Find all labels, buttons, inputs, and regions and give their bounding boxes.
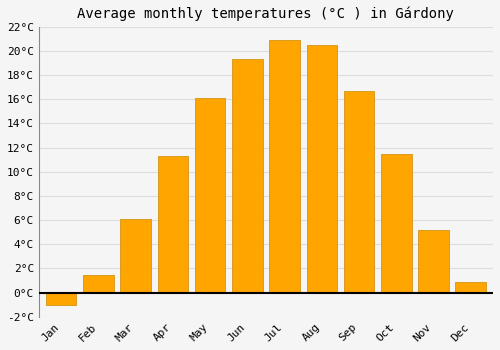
Bar	[195, 98, 226, 293]
Bar	[46, 293, 76, 305]
Title: Average monthly temperatures (°C ) in Gárdony: Average monthly temperatures (°C ) in Gá…	[78, 7, 454, 21]
Bar	[344, 91, 374, 293]
Bar	[381, 154, 412, 293]
Bar	[418, 230, 448, 293]
Bar	[158, 156, 188, 293]
Bar	[456, 282, 486, 293]
Bar	[83, 274, 114, 293]
Bar	[270, 40, 300, 293]
Bar	[232, 60, 262, 293]
Bar	[120, 219, 151, 293]
Bar	[306, 45, 337, 293]
